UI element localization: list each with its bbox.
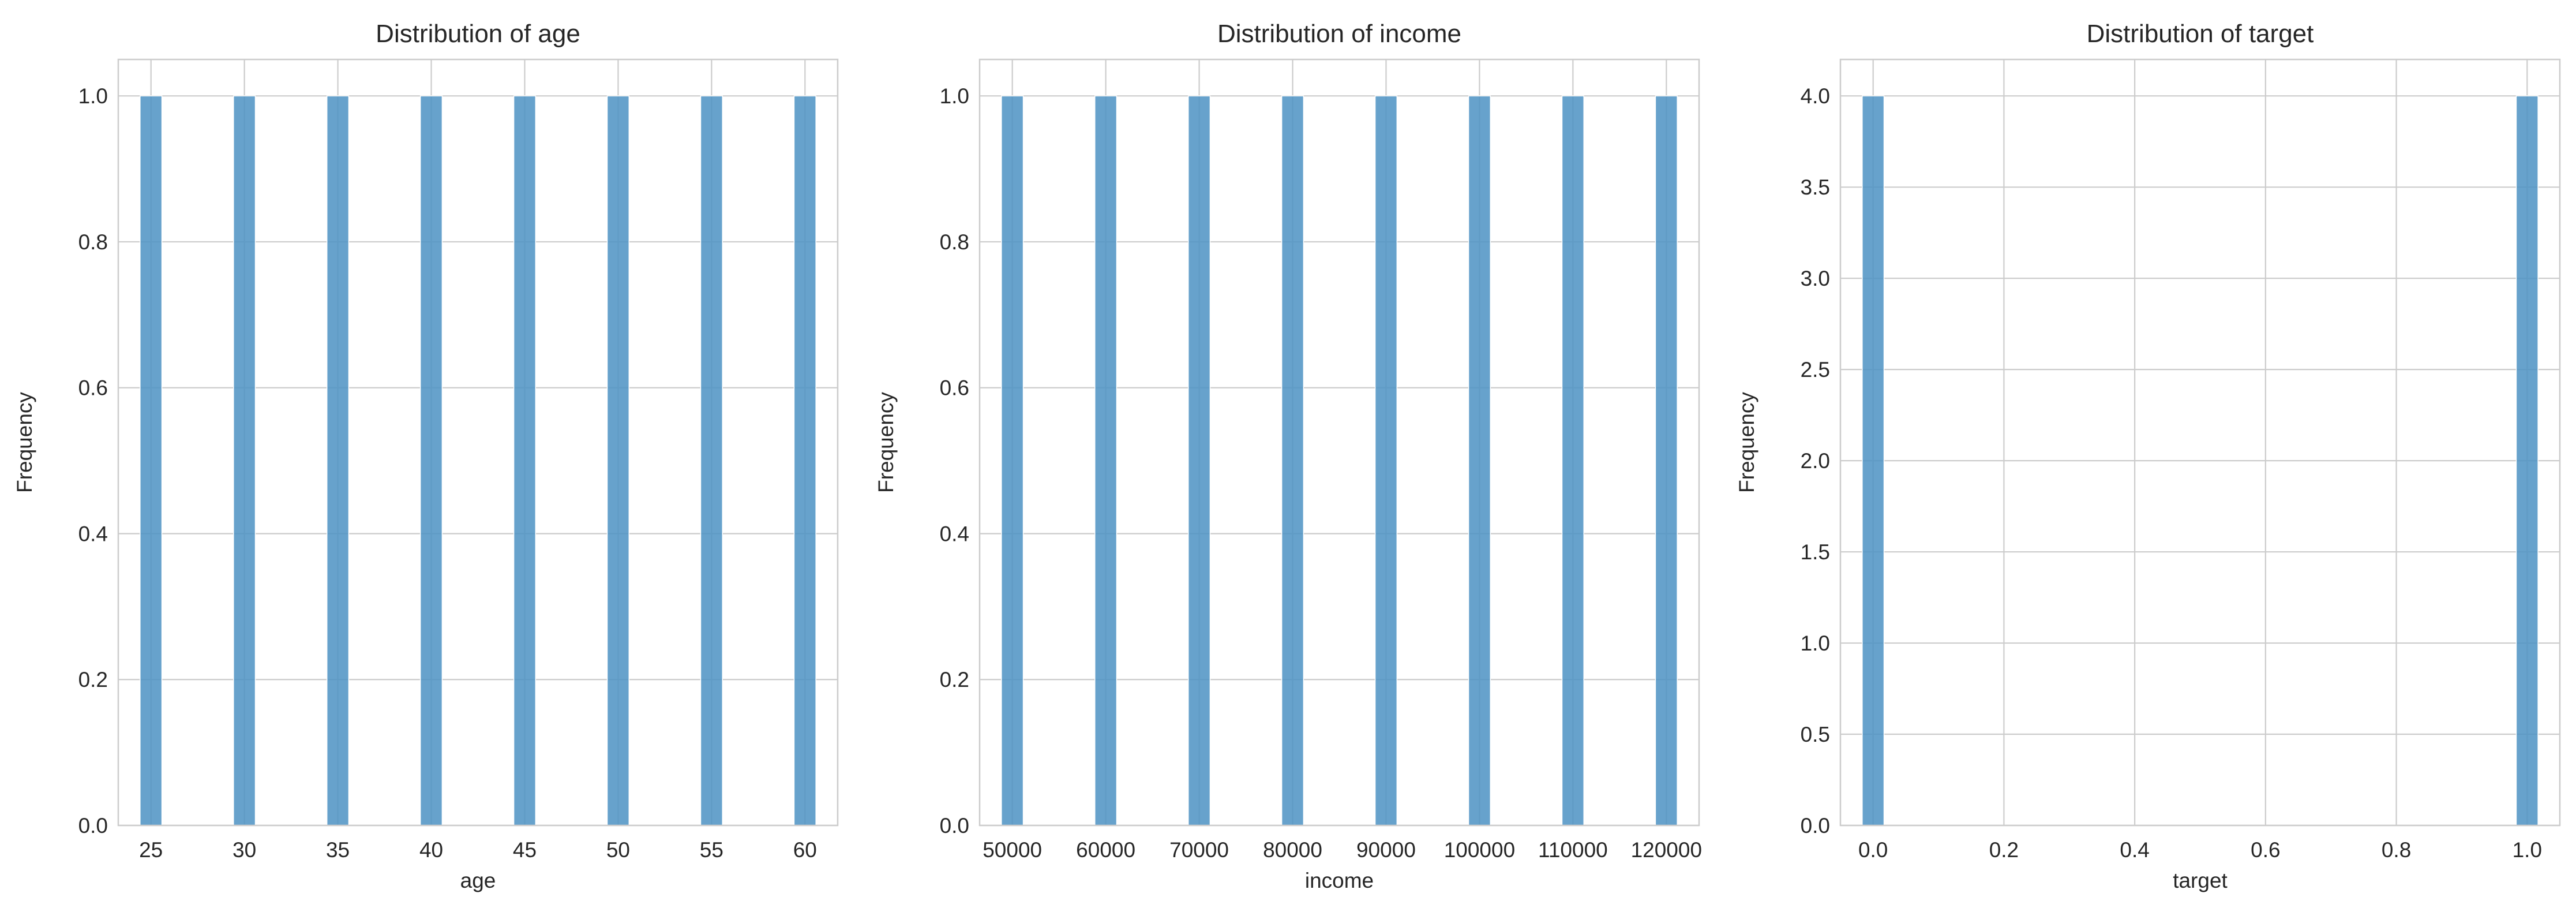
x-tick-label: 55	[700, 838, 723, 862]
histogram-bar	[1862, 95, 1885, 826]
x-tick-label: 80000	[1263, 838, 1322, 862]
axes-frame	[1839, 58, 2561, 827]
histogram-bar	[606, 95, 630, 826]
histogram-bar	[513, 95, 537, 826]
chart-title: Distribution of target	[2087, 20, 2314, 48]
histogram-bar	[793, 95, 816, 826]
x-tick-label: 100000	[1444, 838, 1515, 862]
y-tick-label: 2.0	[1801, 449, 1830, 473]
histogram-panel-age: 0.0 0.2 0.4 0.6 0.8 1.0 25 30 35 40 45 50 55 60 Distri…	[13, 20, 839, 892]
x-axis-label: target	[2173, 869, 2228, 892]
y-axis-label: Frequency	[1735, 392, 1758, 493]
x-tick-label: 50000	[983, 838, 1042, 862]
x-axis-label: income	[1305, 869, 1374, 892]
y-tick-label: 0.0	[1801, 814, 1830, 838]
x-tick-label: 50	[606, 838, 630, 862]
y-axis-label: Frequency	[13, 392, 36, 493]
x-tick-label: 120000	[1631, 838, 1702, 862]
x-tick-label: 60000	[1076, 838, 1135, 862]
histogram-panel-income: 0.0 0.2 0.4 0.6 0.8 1.0 50000 60000 70000 80000 90…	[874, 20, 1702, 892]
x-tick-label: 35	[326, 838, 350, 862]
histogram-bar	[140, 95, 163, 826]
x-tick-label: 40	[419, 838, 443, 862]
y-tick-label: 2.5	[1801, 358, 1830, 382]
x-tick-label: 45	[513, 838, 537, 862]
y-tick-label: 0.4	[940, 522, 969, 545]
y-tick-label: 0.2	[78, 668, 108, 692]
x-tick-label: 30	[233, 838, 256, 862]
histogram-bar	[2515, 95, 2538, 826]
y-tick-label: 4.0	[1801, 84, 1830, 108]
y-tick-label: 0.0	[940, 814, 969, 838]
histogram-bar	[700, 95, 723, 826]
axes-frame	[117, 58, 839, 827]
x-tick-label: 0.8	[2382, 838, 2411, 862]
chart-title: Distribution of income	[1217, 20, 1461, 48]
histogram-bar	[1094, 95, 1118, 826]
x-tick-label: 70000	[1169, 838, 1229, 862]
histogram-bar	[1001, 95, 1024, 826]
axes-frame	[978, 58, 1700, 827]
x-axis-label: age	[460, 869, 496, 892]
histogram-bar	[326, 95, 350, 826]
chart-title: Distribution of age	[376, 20, 580, 48]
y-tick-label: 0.8	[78, 230, 108, 254]
x-tick-label: 0.4	[2120, 838, 2149, 862]
y-tick-label: 0.2	[940, 668, 969, 692]
y-tick-label: 1.0	[1801, 631, 1830, 655]
histogram-bar	[1468, 95, 1491, 826]
x-tick-label: 0.0	[1858, 838, 1888, 862]
histogram-bar	[1374, 95, 1398, 826]
y-tick-label: 0.0	[78, 814, 108, 838]
histogram-bar	[419, 95, 443, 826]
y-tick-label: 0.6	[78, 376, 108, 400]
histogram-bar	[1187, 95, 1211, 826]
y-tick-label: 1.0	[940, 84, 969, 108]
y-tick-label: 3.5	[1801, 175, 1830, 199]
y-tick-label: 0.6	[940, 376, 969, 400]
x-tick-label: 0.2	[1989, 838, 2019, 862]
y-tick-label: 1.5	[1801, 540, 1830, 564]
x-tick-label: 110000	[1538, 838, 1608, 862]
y-axis-label: Frequency	[874, 392, 898, 493]
y-tick-label: 1.0	[78, 84, 108, 108]
x-tick-label: 0.6	[2251, 838, 2280, 862]
histogram-bar	[1561, 95, 1585, 826]
histogram-bar	[233, 95, 256, 826]
histogram-bar	[1655, 95, 1678, 826]
y-tick-label: 0.4	[78, 522, 108, 545]
x-tick-label: 90000	[1356, 838, 1416, 862]
y-tick-label: 3.0	[1801, 267, 1830, 290]
x-tick-label: 60	[793, 838, 817, 862]
histogram-panel-target: 0.0 0.5 1.0 1.5 2.0 2.5 3.0 3.5 4.0 0.0 0.2 0.4 0.6 0…	[1735, 20, 2561, 892]
x-tick-label: 25	[139, 838, 163, 862]
x-tick-label: 1.0	[2513, 838, 2542, 862]
y-tick-label: 0.5	[1801, 723, 1830, 746]
y-tick-label: 0.8	[940, 230, 969, 254]
histogram-bar	[1281, 95, 1304, 826]
